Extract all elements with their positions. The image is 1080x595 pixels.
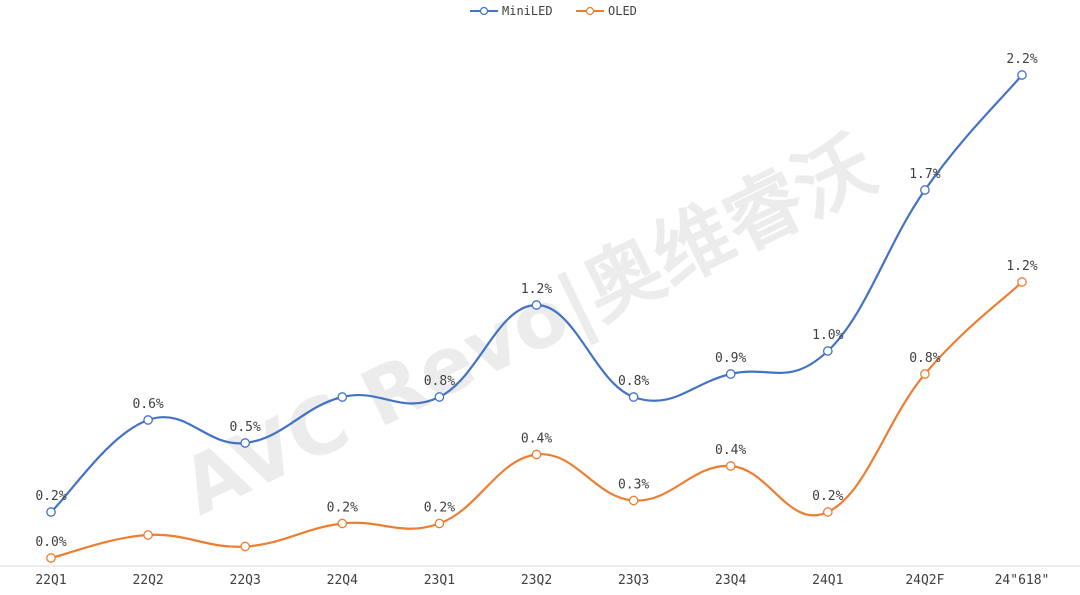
data-label: 0.8% xyxy=(424,374,455,389)
data-label: 0.9% xyxy=(715,351,746,366)
data-point xyxy=(822,346,833,356)
data-point xyxy=(920,185,930,195)
data-label: 0.2% xyxy=(327,501,358,516)
series-line xyxy=(50,281,1023,560)
x-tick-label: 24Q1 xyxy=(812,573,843,588)
data-point xyxy=(725,461,736,471)
series-line xyxy=(50,74,1023,513)
x-tick-label: 22Q4 xyxy=(327,573,358,588)
x-tick-label: 24"618" xyxy=(995,573,1050,588)
data-point xyxy=(725,369,736,379)
data-point xyxy=(143,415,153,425)
data-label: 0.8% xyxy=(909,351,940,366)
data-point xyxy=(628,392,639,402)
data-point xyxy=(822,507,833,517)
data-point xyxy=(46,553,56,563)
x-tick-label: 23Q1 xyxy=(424,573,455,588)
data-point xyxy=(628,495,639,506)
legend: MiniLED OLED xyxy=(470,4,637,18)
data-label: 0.3% xyxy=(618,478,649,493)
data-label: 0.4% xyxy=(521,432,552,447)
data-point xyxy=(920,369,930,379)
data-point xyxy=(143,530,153,540)
data-label: 0.2% xyxy=(812,489,843,504)
data-label: 1.7% xyxy=(909,167,940,182)
legend-label: OLED xyxy=(608,4,637,18)
data-point xyxy=(46,507,56,517)
series-miniled: 0.2% 0.6% 0.5% 0.8% 1.2% 0.8% 0.9% 1.0% 1.7% 2.2% xyxy=(35,52,1038,517)
data-point xyxy=(337,392,348,402)
data-point xyxy=(531,449,542,460)
legend-item: MiniLED xyxy=(470,4,553,18)
data-label: 0.0% xyxy=(35,535,66,550)
x-tick-label: 22Q1 xyxy=(35,573,66,588)
data-point xyxy=(1017,277,1027,287)
x-tick-label: 22Q2 xyxy=(132,573,163,588)
series-layer: 0.2% 0.6% 0.5% 0.8% 1.2% 0.8% 0.9% 1.0% 1.7% 2.2%… xyxy=(35,52,1038,563)
data-label: 2.2% xyxy=(1006,52,1037,67)
data-label: 0.6% xyxy=(132,397,163,412)
x-tick-label: 23Q4 xyxy=(715,573,746,588)
data-point xyxy=(531,300,542,310)
data-point xyxy=(434,518,445,529)
data-label: 1.0% xyxy=(812,328,843,343)
x-tick-label: 22Q3 xyxy=(230,573,261,588)
x-axis-ticks: 22Q1 22Q2 22Q3 22Q4 23Q1 23Q2 23Q3 23Q4 24Q1 24Q2… xyxy=(35,573,1049,588)
watermark: AVC Revo|奥维睿沃 xyxy=(168,120,889,533)
series-oled: 0.0% 0.2% 0.2% 0.4% 0.3% 0.4% 0.2% 0.8% 1.2% xyxy=(35,259,1038,563)
data-point xyxy=(240,541,251,552)
data-label: 0.5% xyxy=(230,420,261,435)
data-label: 0.8% xyxy=(618,374,649,389)
data-point xyxy=(240,438,251,448)
x-tick-label: 23Q3 xyxy=(618,573,649,588)
legend-marker xyxy=(479,6,489,16)
data-point xyxy=(337,518,348,529)
data-point xyxy=(434,392,445,402)
data-label: 0.2% xyxy=(424,501,455,516)
legend-label: MiniLED xyxy=(502,4,553,18)
data-label: 1.2% xyxy=(1006,259,1037,274)
legend-item: OLED xyxy=(576,4,637,18)
data-label: 0.2% xyxy=(35,489,66,504)
data-label: 1.2% xyxy=(521,282,552,297)
x-tick-label: 24Q2F xyxy=(905,573,944,588)
data-point xyxy=(1017,70,1027,80)
x-tick-label: 23Q2 xyxy=(521,573,552,588)
data-label: 0.4% xyxy=(715,443,746,458)
legend-marker xyxy=(585,6,595,16)
